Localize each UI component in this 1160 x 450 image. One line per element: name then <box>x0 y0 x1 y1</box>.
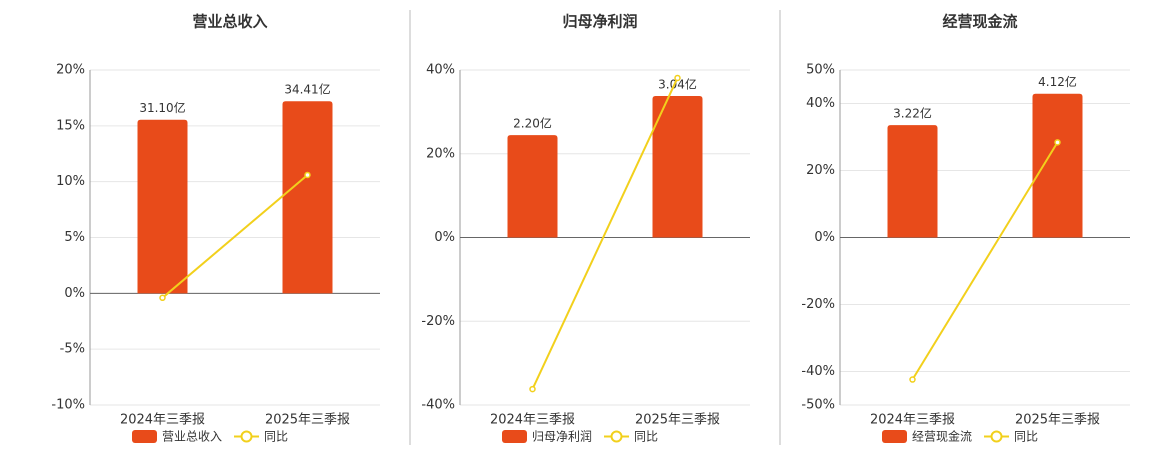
y-tick-label: 40% <box>426 63 455 78</box>
value-label: 3.04亿 <box>658 77 697 92</box>
bar <box>887 125 938 238</box>
line <box>911 141 1059 381</box>
value-label: 31.10亿 <box>139 100 185 115</box>
line-point <box>304 171 311 179</box>
y-tick-label: -40% <box>421 398 455 413</box>
line-point <box>674 74 681 82</box>
bar <box>1032 93 1083 238</box>
y-tick-label: 20% <box>56 63 85 78</box>
bar <box>652 96 703 238</box>
y-tick-label: -5% <box>60 342 85 357</box>
legend-label: 归母净利润 <box>532 430 592 444</box>
legend-swatch <box>502 430 527 443</box>
line <box>161 174 309 299</box>
y-tick-label: -40% <box>801 364 835 379</box>
y-tick-label: 20% <box>806 163 835 178</box>
y-tick-label: 0% <box>434 230 455 245</box>
y-tick-label: 10% <box>56 174 85 189</box>
x-tick-label: 2024年三季报 <box>490 413 575 428</box>
legend-label: 同比 <box>1014 430 1038 444</box>
y-tick-label: 50% <box>806 63 835 78</box>
legend-swatch <box>610 430 623 443</box>
y-tick-label: 5% <box>64 230 85 245</box>
legend-swatch <box>240 430 253 443</box>
chart-title: 归母净利润 <box>562 13 637 31</box>
y-tick-label: -50% <box>801 398 835 413</box>
value-label: 4.12亿 <box>1038 74 1077 89</box>
x-tick-label: 2025年三季报 <box>265 413 350 428</box>
value-label: 2.20亿 <box>513 116 552 131</box>
chart-title: 经营现金流 <box>942 13 1017 31</box>
legend-swatch <box>882 430 907 443</box>
y-tick-label: -10% <box>51 398 85 413</box>
line-point <box>529 385 536 393</box>
legend-label: 同比 <box>264 430 288 444</box>
line-point <box>909 376 916 383</box>
y-tick-label: 0% <box>814 230 835 245</box>
y-tick-label: -20% <box>801 297 835 312</box>
x-tick-label: 2024年三季报 <box>120 413 205 428</box>
legend-label: 同比 <box>634 430 658 444</box>
y-tick-label: -20% <box>421 314 455 329</box>
x-tick-label: 2025年三季报 <box>635 413 720 428</box>
value-label: 34.41亿 <box>284 82 330 97</box>
legend-swatch <box>132 430 157 443</box>
line-point <box>1054 139 1061 146</box>
bar <box>507 135 558 238</box>
value-label: 3.22亿 <box>893 106 932 121</box>
legend-label: 经营现金流 <box>912 429 972 444</box>
bar <box>282 101 333 294</box>
y-tick-label: 40% <box>806 96 835 111</box>
x-tick-label: 2024年三季报 <box>870 413 955 428</box>
line <box>531 77 679 390</box>
y-tick-label: 20% <box>426 146 455 161</box>
bar <box>137 119 188 294</box>
legend-label: 营业总收入 <box>162 430 222 444</box>
x-tick-label: 2025年三季报 <box>1015 413 1100 428</box>
chart-title: 营业总收入 <box>192 13 267 31</box>
y-tick-label: 0% <box>64 286 85 301</box>
legend-swatch <box>990 430 1003 443</box>
y-tick-label: 15% <box>56 118 85 133</box>
line-point <box>159 294 166 302</box>
